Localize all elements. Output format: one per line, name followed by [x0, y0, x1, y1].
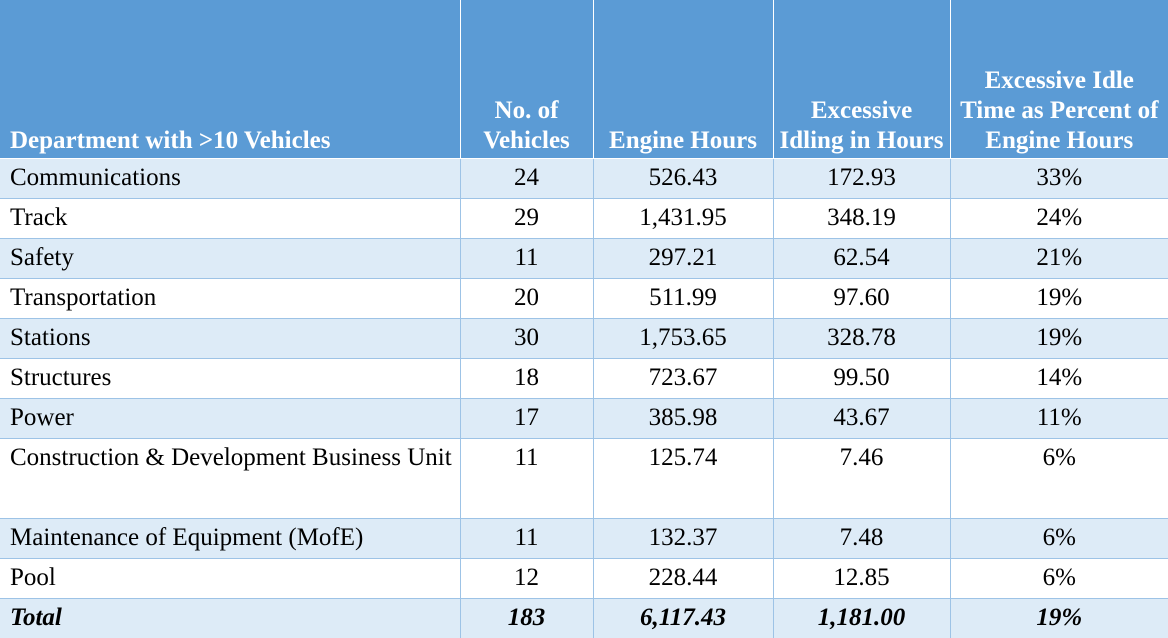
- department-cell: Transportation: [0, 277, 461, 319]
- total-vehicles-cell: 183: [459, 597, 594, 638]
- table-body: Communications 24 526.43 172.93 33% Trac…: [0, 157, 1168, 638]
- department-cell: Power: [0, 397, 461, 439]
- department-cell: Pool: [0, 557, 461, 599]
- total-idle-percent-cell: 19%: [949, 597, 1168, 638]
- total-engine-hours-cell: 6,117.43: [592, 597, 774, 638]
- idle-percent-cell: 19%: [949, 277, 1168, 319]
- engine-hours-cell: 125.74: [592, 437, 774, 519]
- table-row: Power 17 385.98 43.67 11%: [0, 397, 1168, 439]
- department-cell: Maintenance of Equipment (MofE): [0, 517, 461, 559]
- idle-percent-cell: 6%: [949, 437, 1168, 519]
- table-header: Department with >10 Vehicles No. of Vehi…: [0, 0, 1168, 159]
- vehicles-cell: 11: [459, 437, 594, 519]
- idling-hours-cell: 348.19: [772, 197, 951, 239]
- total-label-cell: Total: [0, 597, 461, 638]
- idle-percent-cell: 14%: [949, 357, 1168, 399]
- idle-percent-cell: 33%: [949, 157, 1168, 199]
- engine-hours-cell: 1,753.65: [592, 317, 774, 359]
- idle-percent-cell: 24%: [949, 197, 1168, 239]
- vehicles-cell: 11: [459, 517, 594, 559]
- header-department: Department with >10 Vehicles: [0, 0, 461, 159]
- idle-percent-cell: 11%: [949, 397, 1168, 439]
- engine-hours-cell: 723.67: [592, 357, 774, 399]
- engine-hours-cell: 1,431.95: [592, 197, 774, 239]
- table-row: Safety 11 297.21 62.54 21%: [0, 237, 1168, 279]
- idle-percent-cell: 21%: [949, 237, 1168, 279]
- department-cell: Safety: [0, 237, 461, 279]
- idling-hours-cell: 97.60: [772, 277, 951, 319]
- idle-percent-cell: 6%: [949, 557, 1168, 599]
- header-idling-hours: Excessive Idling in Hours: [772, 0, 951, 159]
- vehicles-cell: 30: [459, 317, 594, 359]
- vehicles-cell: 24: [459, 157, 594, 199]
- table-row: Structures 18 723.67 99.50 14%: [0, 357, 1168, 399]
- idling-hours-cell: 7.46: [772, 437, 951, 519]
- total-row: Total 183 6,117.43 1,181.00 19%: [0, 597, 1168, 638]
- department-cell: Track: [0, 197, 461, 239]
- table-row: Stations 30 1,753.65 328.78 19%: [0, 317, 1168, 359]
- table-row: Track 29 1,431.95 348.19 24%: [0, 197, 1168, 239]
- table-row: Pool 12 228.44 12.85 6%: [0, 557, 1168, 599]
- idling-hours-cell: 328.78: [772, 317, 951, 359]
- table-row: Maintenance of Equipment (MofE) 11 132.3…: [0, 517, 1168, 559]
- engine-hours-cell: 297.21: [592, 237, 774, 279]
- idle-percent-cell: 19%: [949, 317, 1168, 359]
- department-cell: Communications: [0, 157, 461, 199]
- vehicles-cell: 18: [459, 357, 594, 399]
- idling-hours-cell: 99.50: [772, 357, 951, 399]
- header-idle-percent: Excessive Idle Time as Percent of Engine…: [949, 0, 1168, 159]
- vehicles-cell: 20: [459, 277, 594, 319]
- idling-hours-cell: 62.54: [772, 237, 951, 279]
- engine-hours-cell: 385.98: [592, 397, 774, 439]
- idling-hours-cell: 172.93: [772, 157, 951, 199]
- idling-hours-cell: 43.67: [772, 397, 951, 439]
- header-row: Department with >10 Vehicles No. of Vehi…: [0, 0, 1168, 159]
- idling-hours-cell: 12.85: [772, 557, 951, 599]
- table-row: Construction & Development Business Unit…: [0, 437, 1168, 519]
- engine-hours-cell: 511.99: [592, 277, 774, 319]
- vehicles-cell: 17: [459, 397, 594, 439]
- engine-hours-cell: 526.43: [592, 157, 774, 199]
- idling-hours-cell: 7.48: [772, 517, 951, 559]
- department-cell: Structures: [0, 357, 461, 399]
- table-row: Transportation 20 511.99 97.60 19%: [0, 277, 1168, 319]
- idle-percent-cell: 6%: [949, 517, 1168, 559]
- department-cell: Stations: [0, 317, 461, 359]
- header-engine-hours: Engine Hours: [592, 0, 774, 159]
- department-cell: Construction & Development Business Unit: [0, 437, 461, 519]
- total-idling-hours-cell: 1,181.00: [772, 597, 951, 638]
- vehicles-cell: 29: [459, 197, 594, 239]
- vehicles-cell: 11: [459, 237, 594, 279]
- engine-hours-cell: 228.44: [592, 557, 774, 599]
- table-row: Communications 24 526.43 172.93 33%: [0, 157, 1168, 199]
- engine-hours-cell: 132.37: [592, 517, 774, 559]
- header-vehicles: No. of Vehicles: [459, 0, 594, 159]
- vehicles-cell: 12: [459, 557, 594, 599]
